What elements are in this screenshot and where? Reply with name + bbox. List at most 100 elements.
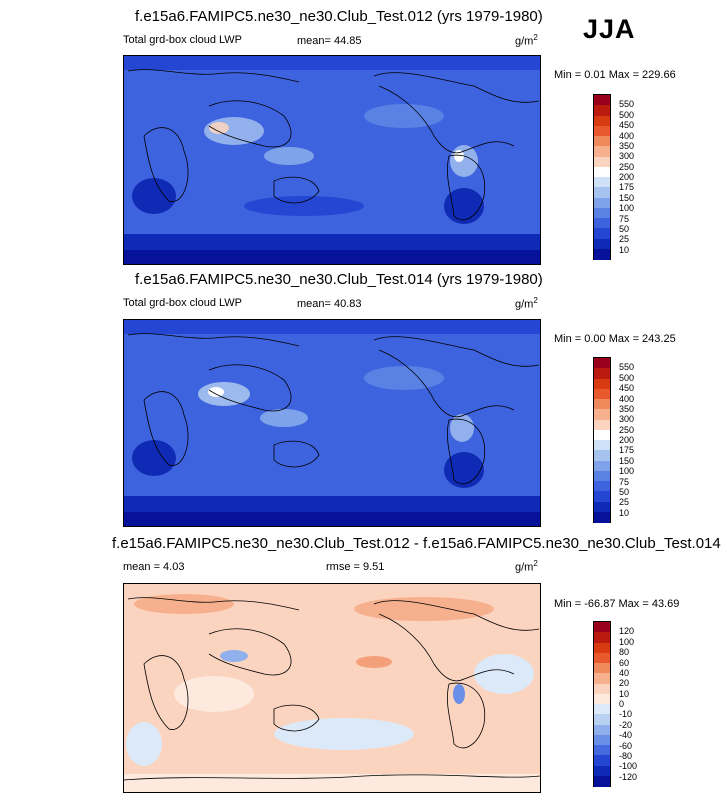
colorbar-tick-label: 25 xyxy=(619,234,630,245)
colorbar-swatch xyxy=(594,714,610,725)
panel-2-variable-label: Total grd-box cloud LWP xyxy=(123,297,243,309)
colorbar-tick-label: 60 xyxy=(619,657,630,668)
colorbar-swatch xyxy=(594,460,610,472)
colorbar-swatch xyxy=(594,481,610,492)
colorbar-swatch xyxy=(594,378,610,390)
colorbar-swatch xyxy=(594,156,610,168)
colorbar-swatch xyxy=(594,238,610,250)
panel-1-units: g/m2 xyxy=(515,33,538,48)
colorbar-swatch xyxy=(594,632,610,643)
colorbar-swatch xyxy=(594,177,610,188)
colorbar-swatch xyxy=(594,663,610,674)
colorbar-tick-label: 200 xyxy=(619,172,635,182)
colorbar-swatch xyxy=(594,440,610,451)
colorbar-tick-label: 350 xyxy=(619,403,635,414)
panel-1-title: f.e15a6.FAMIPC5.ne30_ne30.Club_Test.012 … xyxy=(135,8,543,25)
colorbar-tick-label: 25 xyxy=(619,497,630,508)
panel-1-mean: mean= 44.85 xyxy=(297,35,362,47)
panel-2-mean: mean= 40.83 xyxy=(297,298,362,310)
colorbar-tick-label: 10 xyxy=(619,244,630,255)
colorbar-tick-label: 100 xyxy=(619,466,635,477)
colorbar-tick-label: 450 xyxy=(619,383,635,394)
colorbar-swatch xyxy=(594,652,610,664)
colorbar-tick-label: 175 xyxy=(619,182,635,193)
panel-1-colorbar xyxy=(593,94,611,260)
colorbar-tick-label: 20 xyxy=(619,678,630,689)
colorbar-tick-label: 0 xyxy=(619,699,625,709)
colorbar-tick-label: 450 xyxy=(619,120,635,131)
colorbar-swatch xyxy=(594,775,610,787)
colorbar-swatch xyxy=(594,399,610,410)
panel-3-map xyxy=(123,583,541,793)
colorbar-tick-label: 500 xyxy=(619,109,635,120)
panel-2-colorbar xyxy=(593,357,611,523)
colorbar-swatch xyxy=(594,724,610,736)
colorbar-swatch xyxy=(594,115,610,127)
colorbar-tick-label: -60 xyxy=(619,740,633,751)
season-label: JJA xyxy=(583,14,636,44)
panel-3-minmax: Min = -66.87 Max = 43.69 xyxy=(554,598,680,610)
colorbar-swatch xyxy=(594,136,610,147)
panel-3-rmse: rmse = 9.51 xyxy=(326,561,385,573)
colorbar-tick-label: 50 xyxy=(619,223,630,234)
panel-1-variable-label: Total grd-box cloud LWP xyxy=(123,34,243,46)
colorbar-tick-label: 150 xyxy=(619,192,635,203)
colorbar-swatch xyxy=(594,683,610,695)
colorbar-swatch xyxy=(594,734,610,746)
colorbar-swatch xyxy=(594,745,610,756)
colorbar-swatch xyxy=(594,470,610,482)
panel-3-mean: mean = 4.03 xyxy=(123,561,185,573)
colorbar-swatch xyxy=(594,409,610,420)
colorbar-tick-label: 400 xyxy=(619,130,635,141)
colorbar-swatch xyxy=(594,622,610,633)
colorbar-tick-label: 175 xyxy=(619,445,635,456)
colorbar-tick-label: 80 xyxy=(619,647,630,658)
colorbar-swatch xyxy=(594,187,610,198)
colorbar-swatch xyxy=(594,765,610,777)
colorbar-swatch xyxy=(594,358,610,369)
colorbar-swatch xyxy=(594,197,610,209)
colorbar-tick-label: 400 xyxy=(619,393,635,404)
colorbar-tick-label: 40 xyxy=(619,667,630,678)
colorbar-swatch xyxy=(594,95,610,106)
colorbar-swatch xyxy=(594,228,610,239)
colorbar-swatch xyxy=(594,491,610,502)
colorbar-tick-label: 300 xyxy=(619,151,635,162)
colorbar-tick-label: -80 xyxy=(619,750,633,761)
colorbar-swatch xyxy=(594,125,610,137)
colorbar-swatch xyxy=(594,105,610,116)
colorbar-swatch xyxy=(594,429,610,441)
panel-1-minmax: Min = 0.01 Max = 229.66 xyxy=(554,69,676,81)
colorbar-swatch xyxy=(594,511,610,523)
colorbar-swatch xyxy=(594,419,610,431)
colorbar-tick-label: -100 xyxy=(619,761,638,772)
colorbar-swatch xyxy=(594,673,610,684)
colorbar-tick-label: 75 xyxy=(619,476,630,487)
panel-3-colorbar xyxy=(593,621,611,787)
colorbar-swatch xyxy=(594,755,610,766)
colorbar-tick-label: 250 xyxy=(619,424,635,435)
colorbar-tick-label: 250 xyxy=(619,161,635,172)
colorbar-tick-label: -10 xyxy=(619,709,633,720)
colorbar-tick-label: 100 xyxy=(619,203,635,214)
colorbar-tick-label: 150 xyxy=(619,455,635,466)
colorbar-swatch xyxy=(594,248,610,260)
colorbar-tick-label: 200 xyxy=(619,435,635,445)
colorbar-tick-label: 300 xyxy=(619,414,635,425)
colorbar-tick-label: 550 xyxy=(619,99,635,110)
colorbar-tick-label: 50 xyxy=(619,486,630,497)
colorbar-swatch xyxy=(594,704,610,715)
colorbar-swatch xyxy=(594,218,610,229)
panel-3-units: g/m2 xyxy=(515,559,538,574)
colorbar-tick-label: 10 xyxy=(619,507,630,518)
colorbar-swatch xyxy=(594,501,610,513)
colorbar-swatch xyxy=(594,450,610,461)
colorbar-tick-label: 350 xyxy=(619,140,635,151)
colorbar-tick-label: 10 xyxy=(619,688,630,699)
colorbar-tick-label: -40 xyxy=(619,730,633,741)
colorbar-tick-label: 100 xyxy=(619,636,635,647)
colorbar-tick-label: -120 xyxy=(619,771,638,782)
colorbar-tick-label: 75 xyxy=(619,213,630,224)
colorbar-tick-label: -20 xyxy=(619,719,633,730)
colorbar-tick-label: 120 xyxy=(619,626,635,637)
